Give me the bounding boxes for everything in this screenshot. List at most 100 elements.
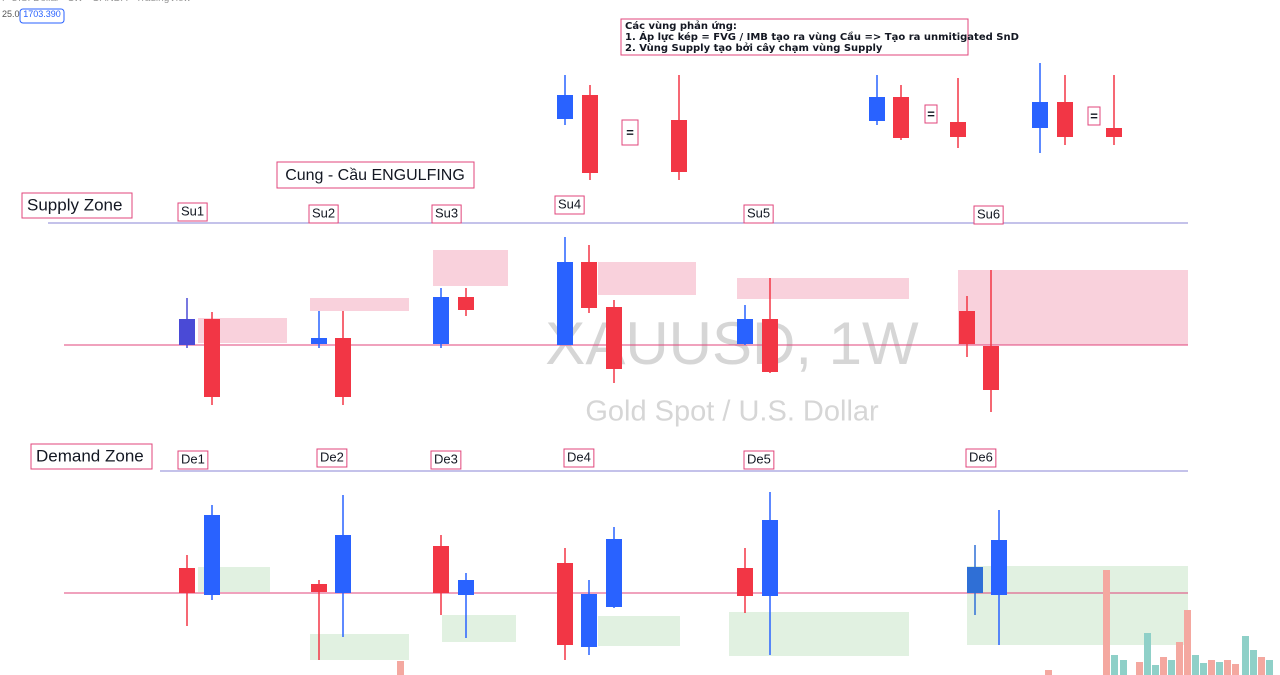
candle-body [762, 520, 778, 596]
equals-box [1087, 106, 1101, 126]
zone-label: Su4 [558, 196, 581, 211]
zone-label: Su1 [181, 203, 204, 218]
zone-label: De4 [567, 449, 591, 464]
candle-body [433, 546, 449, 593]
candle-body [204, 319, 220, 397]
volume-bar [1208, 660, 1215, 675]
candle-body [893, 97, 909, 138]
candle-body [433, 297, 449, 344]
volume-bar [1242, 636, 1249, 675]
volume-bar [1224, 660, 1231, 675]
note-line: 2. Vùng Supply tạo bởi cây chạm vùng Sup… [625, 42, 883, 54]
candle-body [671, 120, 687, 172]
candle-body [335, 338, 351, 397]
equals-sign: = [1090, 108, 1098, 123]
zone-label-box [177, 202, 208, 222]
volume-bar [1258, 657, 1265, 675]
candle-body [869, 97, 885, 121]
candle-body [606, 539, 622, 607]
volume-bar [1250, 650, 1257, 675]
candle-body [335, 535, 351, 593]
zone-label-box [743, 204, 774, 224]
volume-bar [1192, 655, 1199, 675]
candle-body [762, 319, 778, 372]
zone [729, 612, 909, 656]
zone-label-box [177, 450, 209, 470]
candle-body [1106, 128, 1122, 137]
zone-label: De3 [434, 451, 458, 466]
candle-body [458, 580, 474, 595]
price-badge-box [19, 8, 65, 24]
demand-title-box [30, 443, 153, 470]
zone-label: Su5 [747, 205, 770, 220]
volume-bar [1232, 664, 1239, 675]
watermark-name: Gold Spot / U.S. Dollar [585, 396, 879, 428]
volume-bar [1136, 662, 1143, 675]
candle-body [983, 346, 999, 390]
volume-bar [1266, 660, 1273, 675]
volume-bar [1168, 660, 1175, 675]
zone-label-box [563, 448, 595, 468]
equals-box [924, 104, 938, 124]
candle-body [606, 307, 622, 369]
zone [442, 615, 516, 642]
zone [433, 250, 508, 286]
note-title: Các vùng phản ứng: [625, 20, 737, 32]
note-line: 1. Áp lực kép = FVG / IMB tạo ra vùng Cầ… [625, 30, 1019, 43]
candle-body [737, 319, 753, 344]
candle-body [737, 568, 753, 596]
candle-body [581, 262, 597, 308]
note-box [620, 18, 969, 56]
zone [958, 270, 1188, 345]
candle-body [179, 568, 195, 593]
volume-bar [1200, 663, 1207, 675]
candle-body [557, 262, 573, 345]
volume-bar [1176, 642, 1183, 675]
candle-body [581, 594, 597, 647]
volume-bar [1144, 633, 1151, 675]
equals-sign: = [927, 106, 935, 121]
volume-bar [397, 661, 404, 675]
zone-label: Su2 [312, 205, 335, 220]
zone [737, 278, 909, 299]
demand-title: Demand Zone [36, 446, 144, 465]
zone-label: De5 [747, 451, 771, 466]
candle-body [557, 95, 573, 119]
zone-label-box [430, 450, 462, 470]
zone [598, 616, 680, 646]
candle-body [959, 311, 975, 344]
equals-sign: = [626, 125, 634, 140]
zone-label-box [316, 448, 348, 468]
price-badge: 1703.390 [23, 9, 61, 19]
candle-body [458, 297, 474, 310]
engulfing-label: Cung - Cầu ENGULFING [285, 167, 465, 184]
header-symbol: F U.S. Dollar · 1W · OANDA · TradingView [2, 0, 192, 4]
volume-bar [1103, 570, 1110, 675]
volume-bar [1216, 662, 1223, 675]
volume-bar [1184, 610, 1191, 675]
zone-label-box [965, 448, 997, 468]
volume-bar [1120, 660, 1127, 675]
candle-body [582, 95, 598, 173]
supply-title-box [21, 192, 133, 219]
candle-body [311, 338, 327, 344]
volume-bar [1111, 655, 1118, 675]
candle-body [204, 515, 220, 595]
zone-label: De1 [181, 451, 205, 466]
candle-body [991, 540, 1007, 595]
candle-body [950, 122, 966, 137]
zone-label-box [743, 450, 775, 470]
candle-body [1032, 102, 1048, 128]
candle-body [311, 584, 327, 592]
candle-body [967, 567, 983, 593]
engulfing-box [276, 161, 475, 189]
zone-label-box [431, 204, 462, 224]
watermark-symbol: XAUUSD, 1W [545, 310, 919, 377]
zone-label-box [554, 195, 585, 215]
zone [598, 262, 696, 295]
volume-bar [1045, 670, 1052, 675]
price-left: 25.0 [2, 9, 20, 19]
zone [310, 298, 409, 311]
supply-title: Supply Zone [27, 195, 122, 214]
